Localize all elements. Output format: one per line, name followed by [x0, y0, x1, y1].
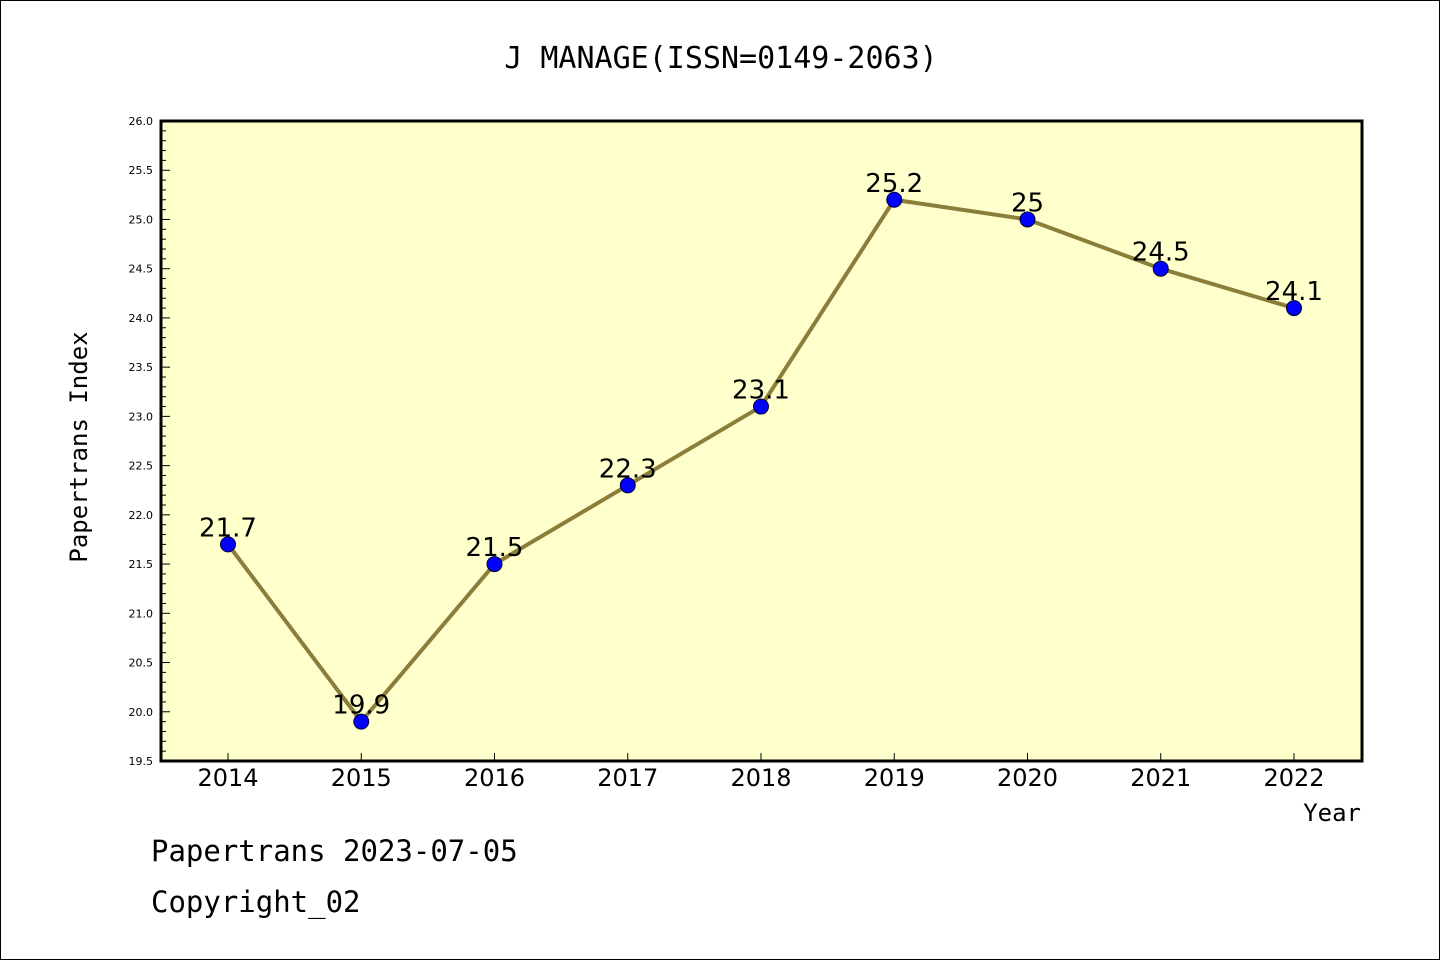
data-point: [220, 536, 236, 553]
x-tick-label: 2017: [597, 764, 658, 792]
y-axis-label: Papertrans Index: [65, 331, 93, 562]
x-tick-label: 2016: [464, 764, 525, 792]
copyright-text: Copyright_02: [151, 885, 361, 919]
y-tick-label: 20.0: [129, 706, 154, 719]
y-axis: 19.5 20.0 20.5 21.0 21.5 22.0 22.5 23.0 23.5 24.0…: [129, 115, 170, 768]
data-label: 19.9: [332, 691, 390, 721]
y-tick-label: 23.5: [129, 361, 154, 374]
data-point: [753, 398, 769, 415]
x-tick-label: 2020: [997, 764, 1058, 792]
plot-area: [159, 119, 1364, 763]
data-label: 21.7: [199, 513, 257, 543]
data-label: 23.1: [732, 376, 790, 406]
x-tick-label: 2022: [1263, 764, 1324, 792]
y-tick-label: 24.0: [129, 312, 154, 325]
data-labels: 21.7 19.9 21.5 22.3 23.1 25.2 25 24.5 24.1: [199, 169, 1323, 721]
y-tick-label: 25.0: [129, 213, 154, 226]
data-point: [886, 191, 903, 208]
data-point: [353, 713, 370, 730]
data-point: [1019, 211, 1036, 228]
y-tick-label: 21.0: [129, 607, 154, 620]
source-date: Papertrans 2023-07-05: [151, 834, 518, 868]
chart-title: J MANAGE(ISSN=0149-2063): [504, 41, 937, 76]
x-axis: 2014 2015 2016 2017 2018 2019 2020 2021 2022: [197, 753, 1325, 792]
data-label: 24.1: [1265, 277, 1323, 307]
x-tick-label: 2014: [197, 764, 258, 792]
y-tick-label: 20.5: [129, 657, 154, 670]
x-tick-label: 2019: [864, 764, 925, 792]
data-label: 24.5: [1132, 238, 1190, 268]
y-tick-label: 23.0: [129, 410, 154, 423]
y-tick-label: 22.0: [129, 509, 154, 522]
x-axis-label: Year: [1303, 799, 1361, 827]
y-tick-label: 21.5: [129, 558, 154, 571]
x-tick-label: 2021: [1130, 764, 1191, 792]
data-label: 25: [1011, 188, 1044, 218]
data-point: [619, 477, 636, 494]
data-label: 22.3: [599, 454, 657, 484]
data-point: [486, 556, 503, 573]
data-label: 21.5: [466, 533, 524, 563]
data-label: 25.2: [865, 169, 923, 199]
data-markers: [220, 191, 1302, 730]
y-tick-label: 24.5: [129, 263, 154, 276]
y-tick-label: 19.5: [129, 755, 154, 768]
y-tick-label: 26.0: [129, 115, 154, 128]
x-tick-label: 2018: [730, 764, 791, 792]
x-tick-label: 2015: [331, 764, 392, 792]
y-tick-label: 25.5: [129, 164, 154, 177]
data-point: [1286, 300, 1302, 317]
data-point: [1152, 260, 1169, 277]
y-tick-label: 22.5: [129, 460, 154, 473]
